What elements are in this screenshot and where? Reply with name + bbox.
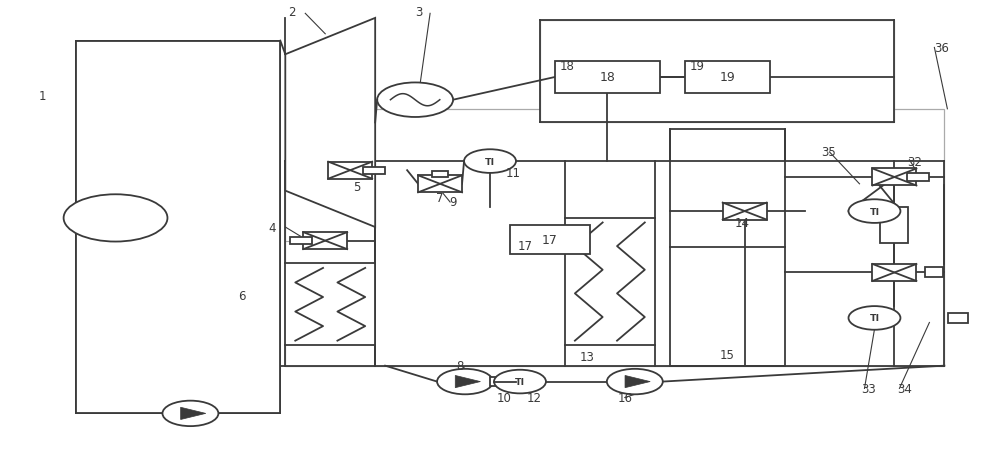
Text: 17: 17: [518, 239, 533, 252]
Bar: [76, 41, 280, 414]
Text: 33: 33: [861, 382, 876, 395]
Circle shape: [607, 369, 663, 394]
Text: 36: 36: [934, 42, 949, 55]
Text: 8: 8: [456, 359, 463, 372]
Text: 17: 17: [542, 233, 558, 247]
Text: TI: TI: [485, 157, 495, 166]
Text: 10: 10: [497, 391, 512, 404]
Text: 18: 18: [599, 71, 615, 84]
Text: 16: 16: [618, 391, 633, 404]
Text: 15: 15: [720, 348, 735, 361]
Text: 35: 35: [822, 146, 836, 159]
Text: 5: 5: [353, 180, 361, 193]
Bar: [948, 313, 968, 323]
Bar: [432, 171, 448, 177]
Text: 19: 19: [690, 60, 705, 73]
Circle shape: [849, 306, 900, 330]
Text: 4: 4: [268, 221, 276, 234]
Circle shape: [849, 200, 900, 223]
Circle shape: [377, 83, 453, 118]
Bar: [290, 238, 312, 245]
Bar: [285, 110, 944, 366]
Text: 34: 34: [897, 382, 912, 395]
Bar: [872, 264, 916, 281]
Circle shape: [494, 370, 546, 394]
Text: 32: 32: [907, 155, 922, 168]
Polygon shape: [625, 376, 650, 388]
Text: TI: TI: [869, 314, 880, 323]
Circle shape: [437, 369, 493, 394]
Bar: [418, 176, 462, 193]
Text: 19: 19: [719, 71, 735, 84]
Text: 13: 13: [580, 350, 595, 363]
Circle shape: [464, 150, 516, 173]
Text: 18: 18: [560, 60, 575, 73]
Bar: [303, 233, 347, 250]
Text: 12: 12: [527, 391, 542, 404]
Text: 14: 14: [735, 217, 750, 229]
Polygon shape: [285, 19, 375, 228]
Polygon shape: [455, 376, 480, 388]
Polygon shape: [181, 407, 206, 420]
Text: 11: 11: [506, 167, 521, 180]
Bar: [328, 162, 372, 179]
Text: 9: 9: [449, 196, 457, 209]
Bar: [510, 225, 590, 255]
Text: TI: TI: [515, 377, 525, 386]
Bar: [285, 264, 375, 345]
Bar: [555, 62, 660, 94]
Text: 2: 2: [288, 5, 296, 19]
Circle shape: [64, 195, 167, 242]
Text: 1: 1: [39, 90, 46, 102]
Text: TI: TI: [869, 207, 880, 216]
Bar: [723, 203, 767, 220]
Bar: [670, 130, 785, 366]
Bar: [363, 167, 385, 174]
Text: 3: 3: [415, 5, 422, 19]
Text: 7: 7: [436, 192, 444, 204]
Bar: [490, 377, 520, 386]
Bar: [925, 268, 943, 278]
Bar: [565, 218, 655, 345]
Bar: [685, 62, 770, 94]
Circle shape: [162, 401, 218, 426]
Bar: [872, 169, 916, 186]
Text: 6: 6: [238, 289, 246, 302]
Bar: [880, 207, 908, 243]
Bar: [540, 21, 894, 123]
Bar: [907, 174, 929, 181]
